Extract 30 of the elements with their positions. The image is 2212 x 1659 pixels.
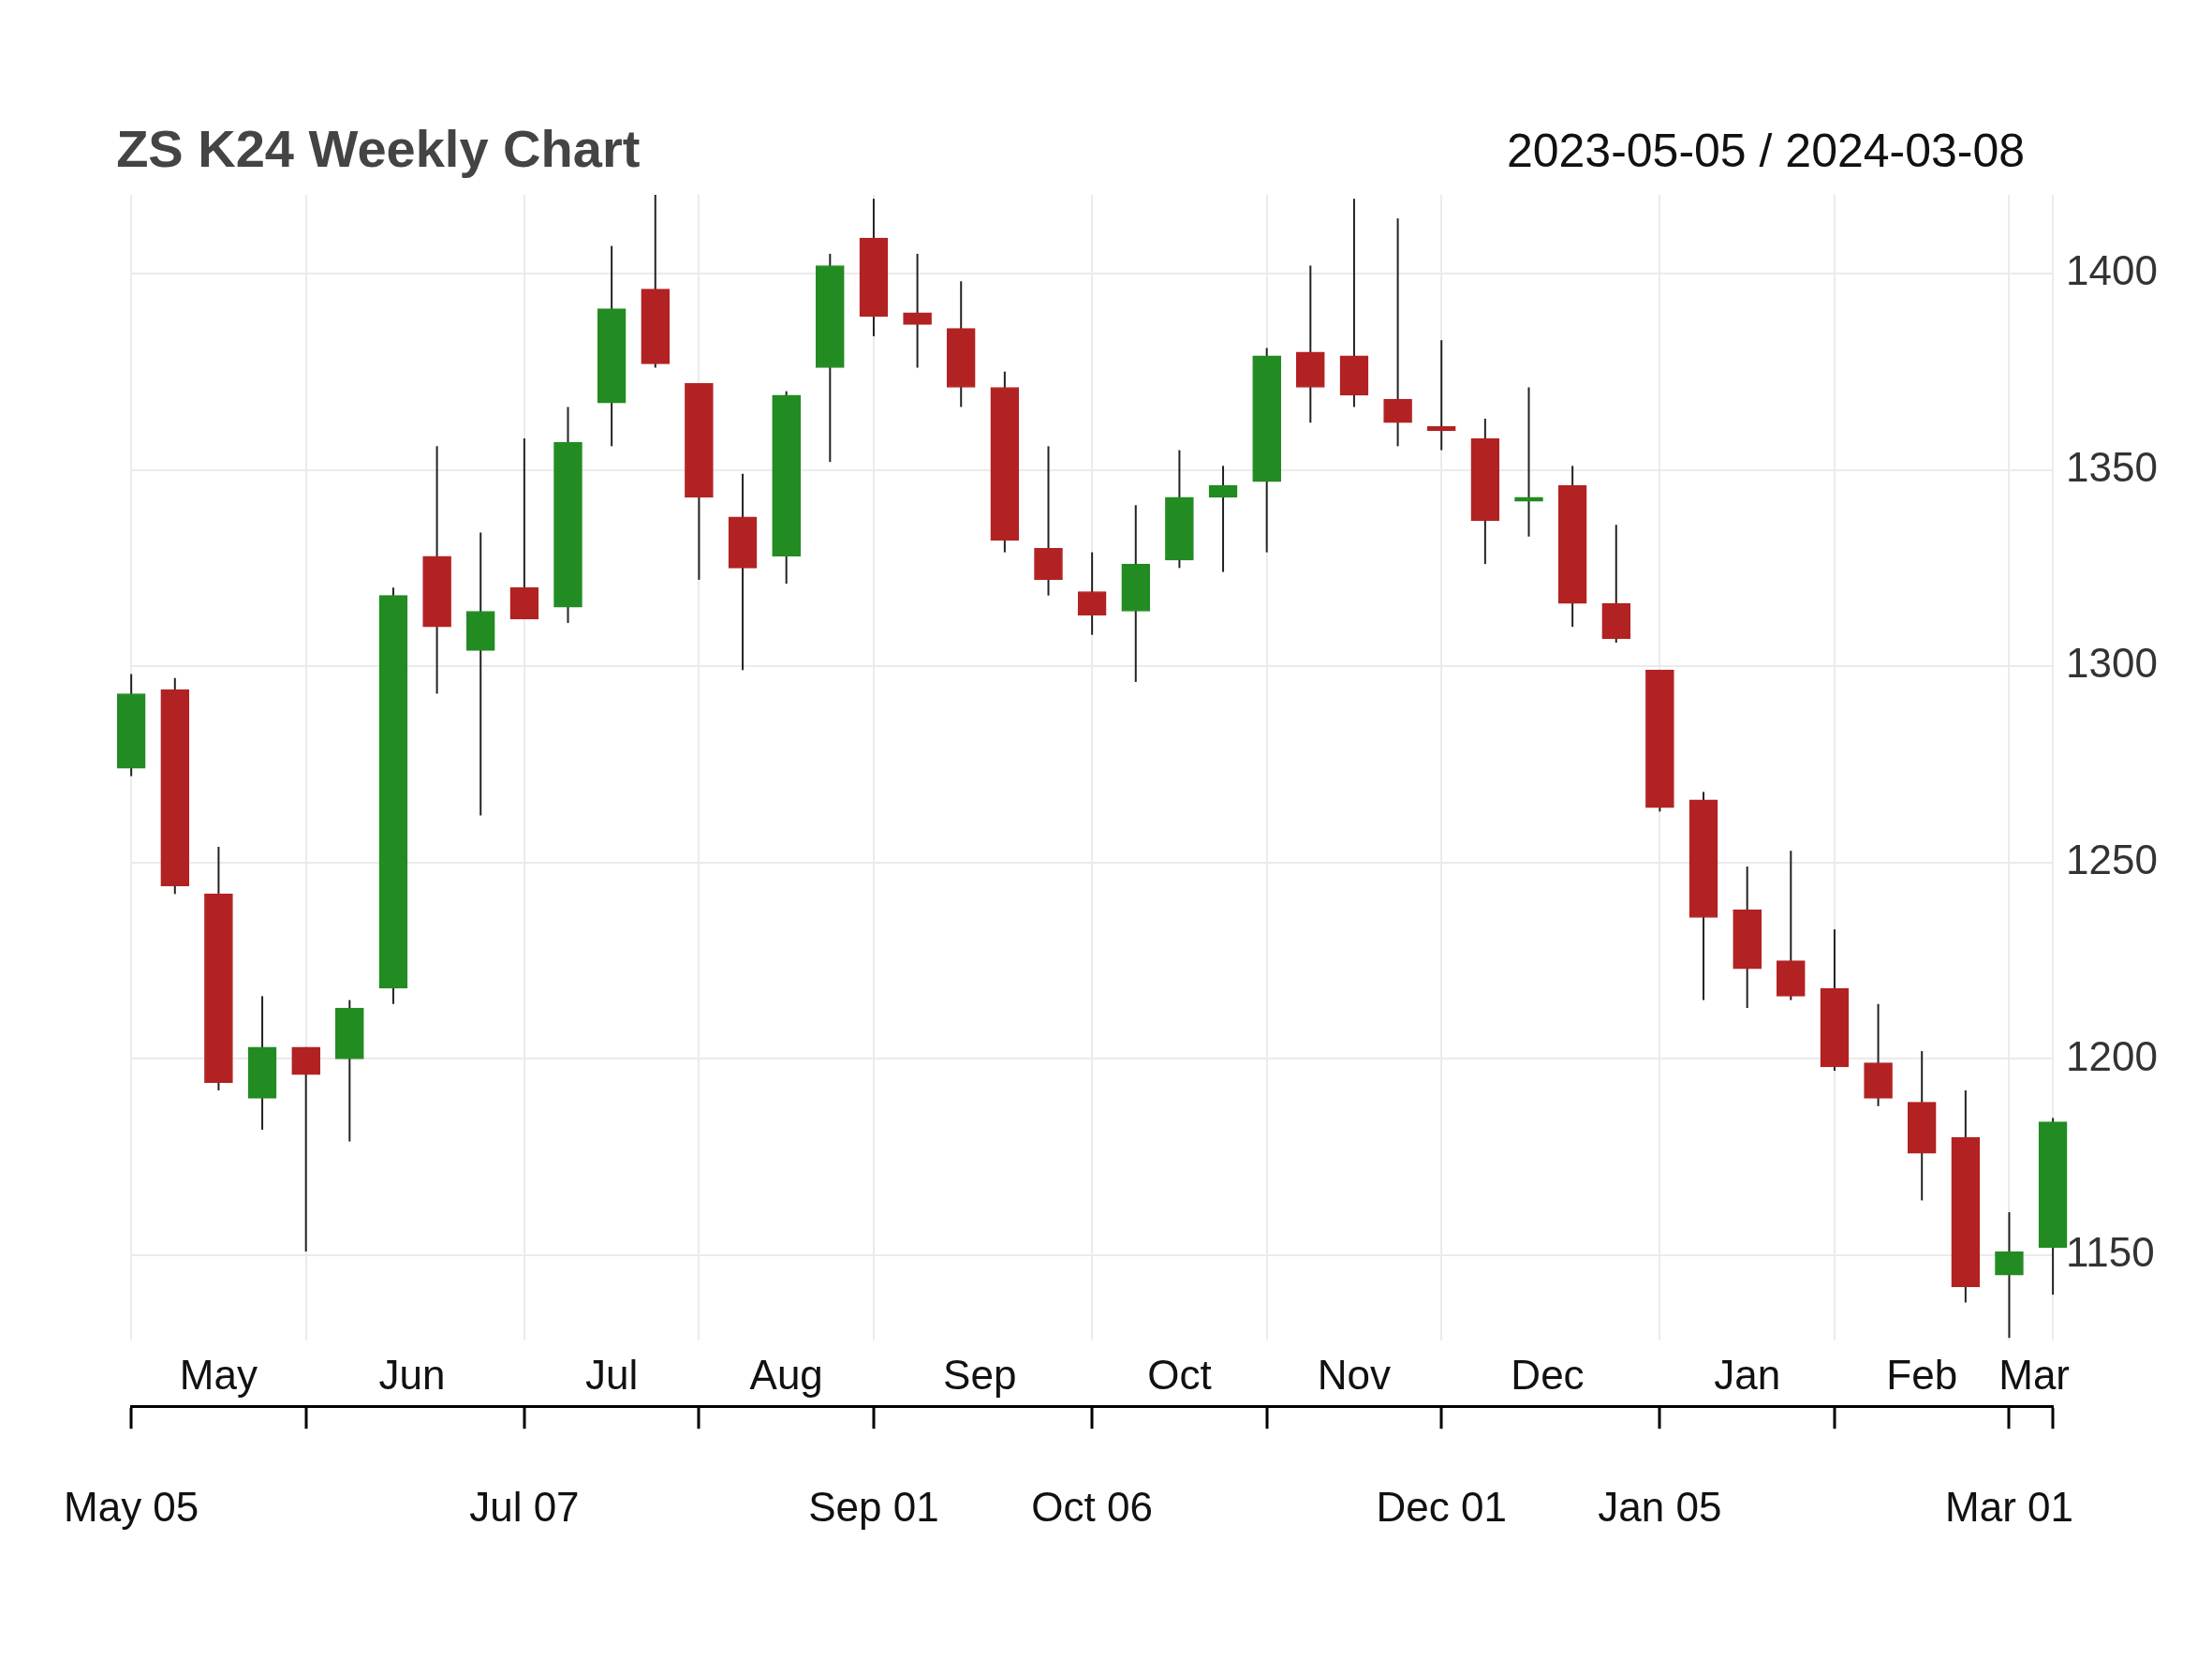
candlestick: [1208, 465, 1238, 573]
x-tick-label: Oct 06: [1031, 1483, 1153, 1530]
y-tick-label: 1400: [2066, 247, 2159, 293]
x2-tick-label: Dec: [1511, 1351, 1585, 1398]
x2-tick-label: May: [179, 1351, 258, 1398]
y-tick-label: 1150: [2066, 1229, 2155, 1276]
x-tick-label: May 05: [64, 1483, 199, 1530]
x-tick-label: Jul 07: [469, 1483, 580, 1530]
x2-tick-label: Aug: [749, 1351, 823, 1398]
y-tick-label: 1300: [2066, 640, 2159, 687]
candlestick: [1426, 339, 1456, 452]
candlestick: [1383, 217, 1412, 448]
x2-tick-label: Sep: [943, 1351, 1017, 1398]
x-tick-label: Mar 01: [1945, 1483, 2073, 1530]
x2-tick-label: Feb: [1886, 1351, 1958, 1398]
x-tick-label: Dec 01: [1376, 1483, 1507, 1530]
x2-tick-label: Nov: [1317, 1351, 1392, 1398]
x2-tick-label: Jul: [585, 1351, 639, 1398]
x2-tick-label: Oct: [1147, 1351, 1212, 1398]
y-tick-label: 1200: [2066, 1032, 2159, 1079]
x2-tick-label: Jun: [378, 1351, 446, 1398]
candlestick: [903, 252, 932, 369]
y-tick-label: 1250: [2066, 836, 2159, 882]
chart-subtitle: 2023-05-05 / 2024-03-08: [1506, 125, 2026, 177]
y-tick-label: 1350: [2066, 443, 2159, 490]
x2-tick-label: Jan: [1714, 1351, 1781, 1398]
chart-title: ZS K24 Weekly Chart: [116, 119, 641, 178]
x-tick-label: Sep 01: [808, 1483, 939, 1530]
x-tick-label: Jan 05: [1598, 1483, 1722, 1530]
x2-tick-label: Mar: [1998, 1351, 2071, 1398]
